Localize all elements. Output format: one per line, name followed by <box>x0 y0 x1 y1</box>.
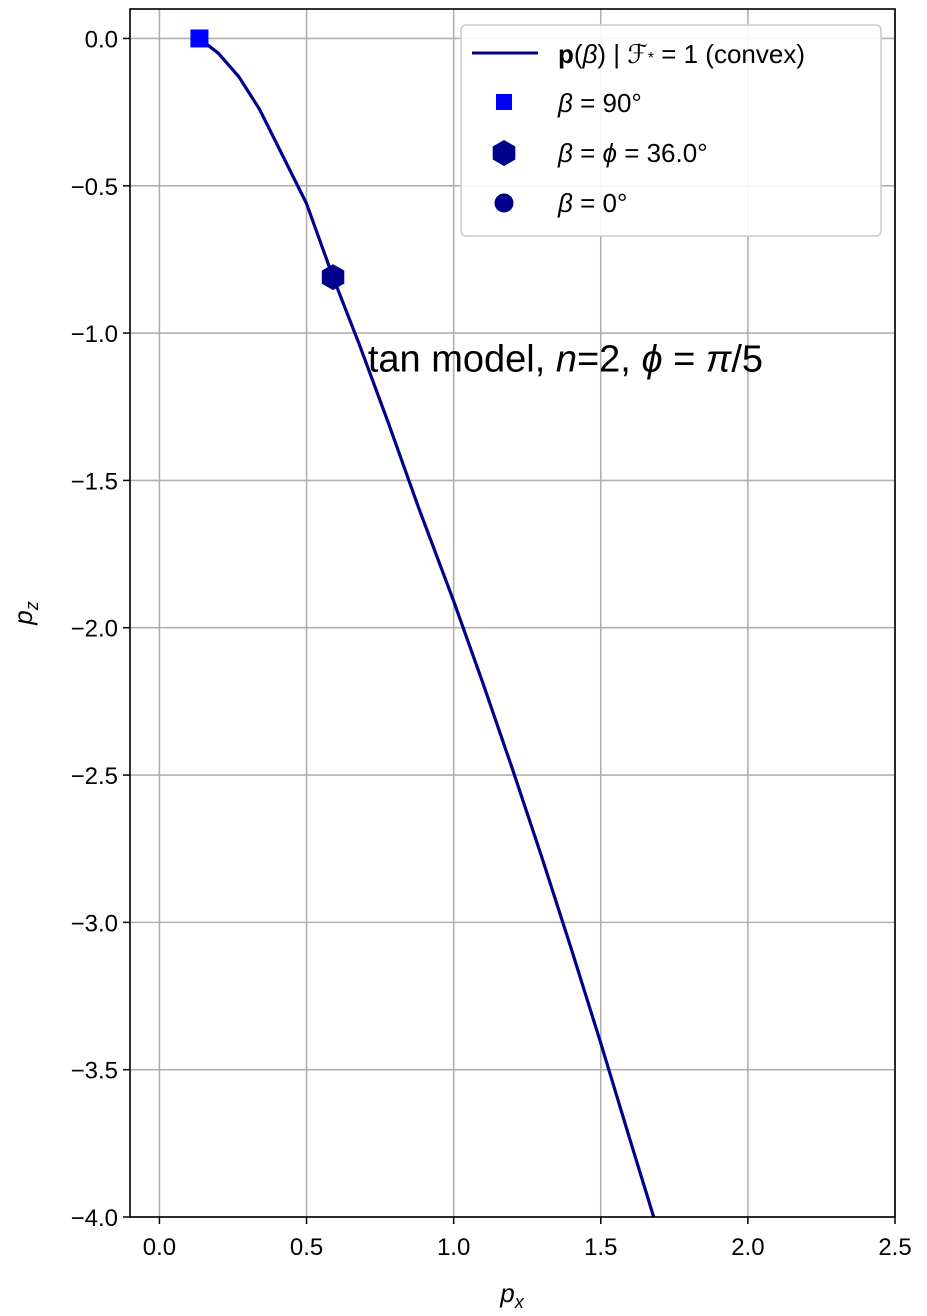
series-layer <box>198 37 656 1218</box>
x-tick-label: 0.0 <box>143 1234 176 1261</box>
marker-square <box>190 29 209 48</box>
x-tick-label: 2.5 <box>878 1234 911 1261</box>
legend-swatch-square <box>496 94 512 110</box>
y-tick-label: −1.5 <box>71 468 118 495</box>
y-tick-label: −2.0 <box>71 616 118 643</box>
legend-box <box>460 24 882 237</box>
legend-swatch-circle <box>494 193 514 213</box>
y-tick-label: −3.5 <box>71 1058 118 1085</box>
y-tick-label: −1.0 <box>71 321 118 348</box>
x-tick-label: 1.5 <box>584 1234 617 1261</box>
y-tick-label: −2.5 <box>71 763 118 790</box>
series-line <box>198 37 656 1218</box>
legend: p(β) | ℱ* = 1 (convex) β = 90° β = ϕ = 3… <box>460 24 882 237</box>
y-tick-label: 0.0 <box>85 26 118 53</box>
legend-swatch-hexagon <box>492 140 516 166</box>
legend-label-beta0: β = 0° <box>557 188 627 218</box>
y-tick-label: −3.0 <box>71 910 118 937</box>
x-axis-label: px <box>499 1278 524 1312</box>
legend-label-curve: p(β) | ℱ* = 1 (convex) <box>558 39 805 69</box>
plot-frame <box>129 8 896 1218</box>
x-tick-label: 0.5 <box>290 1234 323 1261</box>
x-tick-label: 2.0 <box>731 1234 764 1261</box>
y-tick-label: −0.5 <box>71 174 118 201</box>
x-tick-label: 1.0 <box>437 1234 470 1261</box>
tick-layer: 0.0 0.5 1.0 1.5 2.0 2.5 0.0 −0.5 −1.0 −1.5 −2.0 −2.… <box>71 26 912 1261</box>
marker-hexagon <box>321 264 345 291</box>
y-axis-label: pz <box>8 601 42 625</box>
annotation: tan model, n=2, ϕ = π/5 <box>368 338 763 380</box>
y-tick-label: −4.0 <box>71 1205 118 1232</box>
marker-layer <box>190 29 345 291</box>
legend-label-beta90: β = 90° <box>557 88 642 118</box>
legend-label-beta-phi: β = ϕ = 36.0° <box>557 138 708 168</box>
